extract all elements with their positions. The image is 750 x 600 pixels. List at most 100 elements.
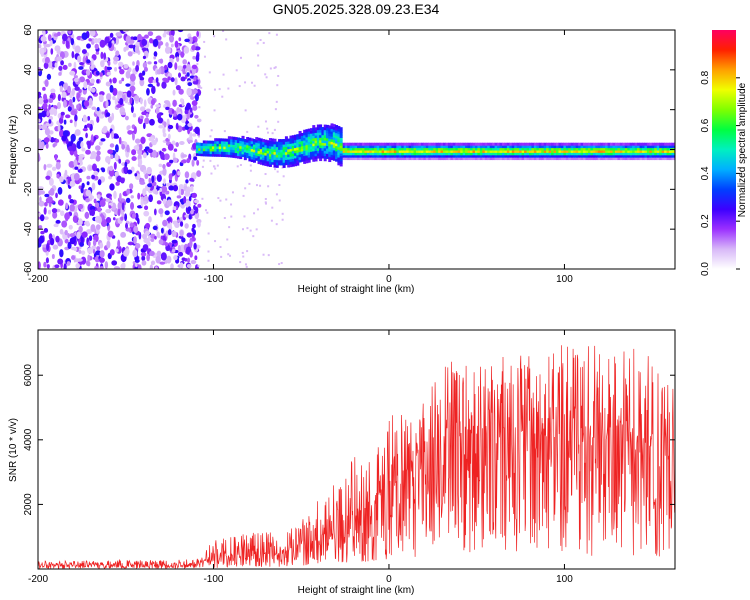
spectrogram-cell <box>219 245 222 248</box>
spectrogram-cell <box>193 242 197 250</box>
spectrogram-cell <box>673 152 675 156</box>
spectrogram-cell <box>519 157 523 161</box>
spectrogram-cell <box>303 145 307 149</box>
spectrogram-cell <box>323 140 327 144</box>
spectrogram-cell <box>656 147 660 151</box>
spectrogram-cell <box>195 142 199 146</box>
spectrogram-cell <box>205 145 209 149</box>
spectrogram-cell <box>145 222 151 229</box>
colorbar-strip <box>712 30 736 269</box>
spectrogram-cell <box>369 149 373 153</box>
spectrogram-cell <box>654 152 658 156</box>
spectrogram-cell <box>497 154 501 158</box>
spectrogram-cell <box>160 252 167 261</box>
spectrogram-cell <box>59 129 65 138</box>
spectrogram-cell <box>506 152 510 156</box>
spectrogram-cell <box>583 147 587 151</box>
spectrogram-cell <box>430 149 434 153</box>
spectrogram-cell <box>48 119 52 124</box>
spectrogram-cell <box>64 169 68 176</box>
spectrogram-cell <box>85 197 90 203</box>
spectrogram-cell <box>291 163 295 167</box>
spectrogram-cell <box>202 140 206 144</box>
spectrogram-cell <box>250 156 254 160</box>
spectrogram-cell <box>230 136 234 140</box>
spectrogram-cell <box>369 147 373 151</box>
spectrogram-cell <box>74 114 78 122</box>
spectrogram-cell <box>538 154 542 158</box>
spectrogram-cell <box>131 213 137 219</box>
spectrogram-cell <box>176 56 180 62</box>
spectrogram-cell <box>127 51 133 57</box>
spectrogram-cell <box>614 152 618 156</box>
spectrogram-cell <box>264 155 268 159</box>
spectrogram-cell <box>278 157 282 161</box>
spectrogram-cell <box>107 116 113 123</box>
spectrogram-cell <box>305 160 309 164</box>
spectrogram-cell <box>644 157 648 161</box>
spectrogram-cell <box>47 196 53 203</box>
spectrogram-cell <box>349 157 353 161</box>
spectrogram-cell <box>267 254 270 257</box>
spectrogram-cell <box>105 112 111 117</box>
spectrogram-cell <box>583 142 587 146</box>
spectrogram-cell <box>259 146 263 150</box>
spectrogram-cell <box>181 257 186 261</box>
spectrogram-cell <box>137 158 143 166</box>
spectrogram-cell <box>46 243 50 251</box>
spectrogram-cell <box>252 149 256 153</box>
spectrogram-cell <box>465 145 469 149</box>
spectrogram-cell <box>275 100 278 103</box>
spectrogram-cell <box>314 153 318 157</box>
spectrogram-cell <box>661 149 665 153</box>
spectrogram-cell <box>558 149 562 153</box>
spectrogram-cell <box>43 93 48 101</box>
spectrogram-cell <box>398 149 402 153</box>
spectrogram-cell <box>632 149 636 153</box>
spectrogram-cell <box>342 157 346 161</box>
spectrogram-cell <box>384 147 388 151</box>
spectrogram-cell <box>528 147 532 151</box>
spectrogram-cell <box>445 142 449 146</box>
spectrogram-cell <box>401 147 405 151</box>
spectrogram-cell <box>61 33 68 42</box>
spectrogram-cell <box>211 153 215 157</box>
spectrogram-cell <box>305 147 309 151</box>
spectrogram-cell <box>408 154 412 158</box>
spectrogram-cell <box>440 157 444 161</box>
spectrogram-cell <box>504 147 508 151</box>
spectrogram-cell <box>316 134 320 138</box>
spectrogram-cell <box>307 154 311 158</box>
spectrogram-cell <box>435 154 439 158</box>
spectrogram-cell <box>142 55 147 60</box>
spectrogram-cell <box>553 154 557 158</box>
spectrogram-cell <box>605 154 609 158</box>
spectrogram-cell <box>135 64 140 72</box>
spectrogram-cell <box>155 104 161 108</box>
spectrogram-cell <box>536 157 540 161</box>
spectrogram-cell <box>627 154 631 158</box>
spectrogram-cell <box>303 132 307 136</box>
spectrogram-cell <box>198 135 201 138</box>
spectrogram-cell <box>189 131 193 139</box>
spectrogram-cell <box>267 131 270 134</box>
spectrogram-cell <box>656 154 660 158</box>
spectrogram-cell <box>135 243 141 249</box>
spectrogram-cell <box>225 138 229 142</box>
spectrogram-cell <box>303 137 307 141</box>
spectrogram-cell <box>257 161 261 165</box>
spectrogram-cell <box>185 200 191 208</box>
spectrogram-cell <box>156 200 162 205</box>
spectrogram-cell <box>90 87 96 93</box>
spectrogram-cell <box>452 152 456 156</box>
spectrogram-cell <box>87 241 91 247</box>
spectrogram-cell <box>303 140 307 144</box>
spectrogram-cell <box>644 154 648 158</box>
spectrogram-cell <box>607 149 611 153</box>
spectrogram-cell <box>303 147 307 151</box>
spectrogram-cell <box>246 139 250 143</box>
spectrogram-cell <box>342 152 346 156</box>
spectrogram-cell <box>305 129 309 133</box>
spectrogram-cell <box>149 264 153 269</box>
spectrogram-cell <box>141 233 148 240</box>
